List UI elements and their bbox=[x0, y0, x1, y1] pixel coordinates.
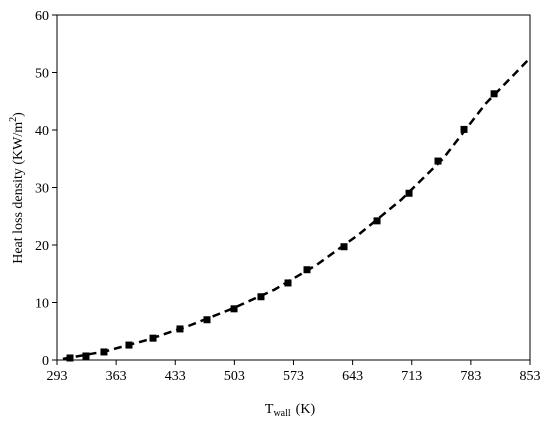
y-label-main: Heat loss density (KW/m bbox=[11, 122, 26, 264]
data-point bbox=[405, 189, 413, 197]
data-point bbox=[460, 125, 468, 133]
y-axis-label: Heat loss density (KW/m2) bbox=[8, 112, 26, 264]
y-label-sup: 2 bbox=[8, 117, 19, 122]
x-tick-label: 363 bbox=[106, 369, 127, 384]
y-tick-label: 0 bbox=[42, 354, 49, 369]
x-label-suffix: (K) bbox=[296, 402, 316, 417]
x-axis-label: Twall (K) bbox=[265, 402, 316, 419]
x-tick-label: 713 bbox=[401, 369, 422, 384]
x-tick-label: 293 bbox=[47, 369, 68, 384]
y-tick-label: 10 bbox=[35, 297, 49, 312]
data-point bbox=[340, 243, 348, 251]
x-label-sub: wall bbox=[273, 408, 290, 419]
x-tick-label: 643 bbox=[342, 369, 363, 384]
data-point bbox=[434, 157, 442, 165]
y-tick-label: 50 bbox=[35, 67, 49, 82]
y-label-suffix: ) bbox=[11, 112, 26, 117]
x-tick-label: 853 bbox=[520, 369, 541, 384]
x-tick-label: 573 bbox=[283, 369, 304, 384]
y-tick-label: 60 bbox=[35, 9, 49, 24]
plot-frame bbox=[56, 14, 531, 361]
x-label-main: T bbox=[265, 402, 274, 417]
data-point bbox=[82, 352, 90, 360]
x-tick-label: 783 bbox=[460, 369, 481, 384]
y-tick-label: 20 bbox=[35, 239, 49, 254]
data-point bbox=[373, 217, 381, 225]
fit-line bbox=[62, 57, 531, 361]
y-tick-label: 30 bbox=[35, 182, 49, 197]
data-point bbox=[230, 305, 238, 313]
x-tick-label: 433 bbox=[165, 369, 186, 384]
x-tick-label: 503 bbox=[224, 369, 245, 384]
y-tick-label: 40 bbox=[35, 124, 49, 139]
